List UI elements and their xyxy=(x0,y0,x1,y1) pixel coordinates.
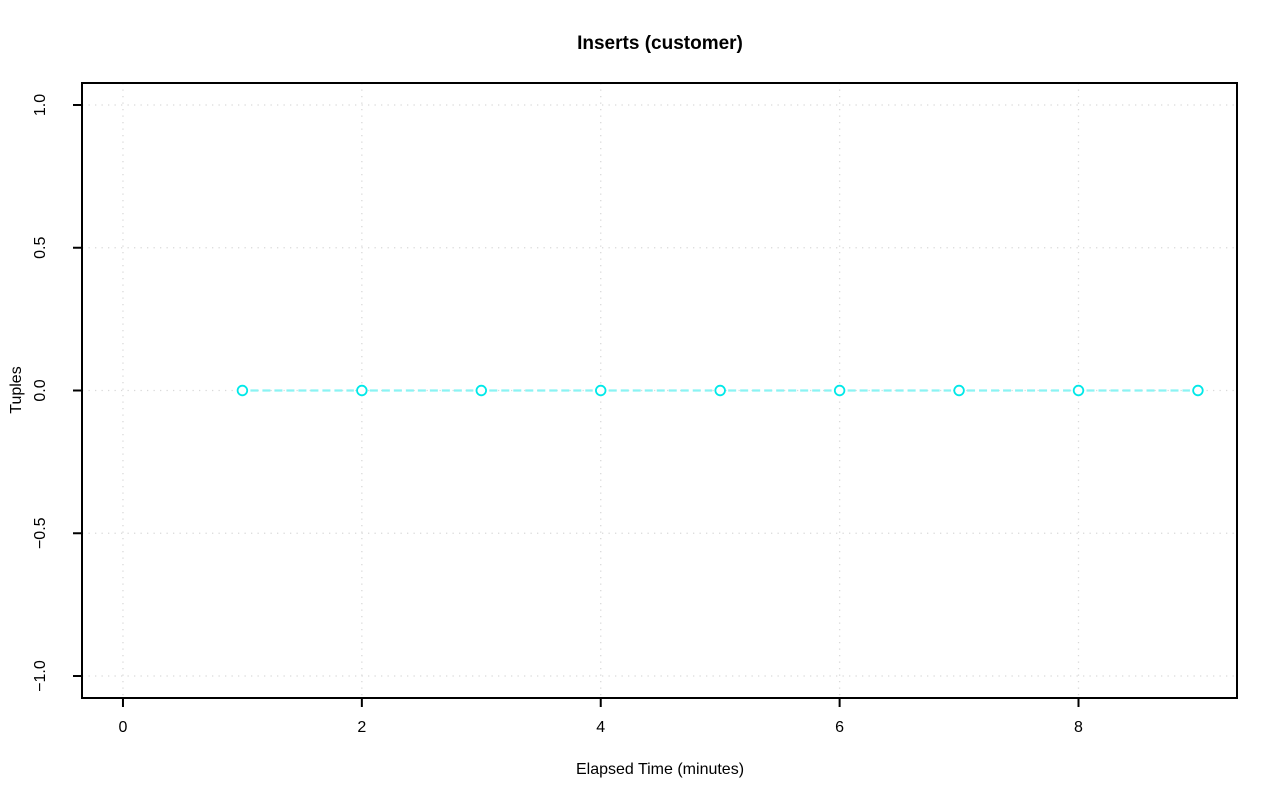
data-point-marker xyxy=(714,384,726,397)
data-point-marker xyxy=(356,384,368,397)
data-point-marker xyxy=(595,384,607,397)
data-point-marker xyxy=(236,384,249,397)
data-point-marker xyxy=(1192,384,1204,397)
y-axis-tick-label: 0.0 xyxy=(32,379,49,401)
y-axis-tick-label: 1.0 xyxy=(32,94,49,116)
y-axis-tick-label: −1.0 xyxy=(32,660,49,692)
x-axis-tick-label: 6 xyxy=(835,719,844,736)
x-axis-label: Elapsed Time (minutes) xyxy=(575,761,745,778)
x-axis-tick-label: 8 xyxy=(1074,719,1083,736)
chart-title: Inserts (customer) xyxy=(577,33,743,54)
data-point-marker xyxy=(833,384,846,397)
y-axis-tick-label: 0.5 xyxy=(32,237,49,259)
x-axis-tick-label: 2 xyxy=(357,719,366,736)
data-point-marker xyxy=(475,384,487,397)
x-axis-tick-label: 4 xyxy=(596,719,605,736)
data-point-marker xyxy=(953,384,965,397)
x-axis-tick-label: 0 xyxy=(119,719,128,736)
y-axis-tick-label: −0.5 xyxy=(32,517,49,549)
data-point-marker xyxy=(1072,384,1085,397)
